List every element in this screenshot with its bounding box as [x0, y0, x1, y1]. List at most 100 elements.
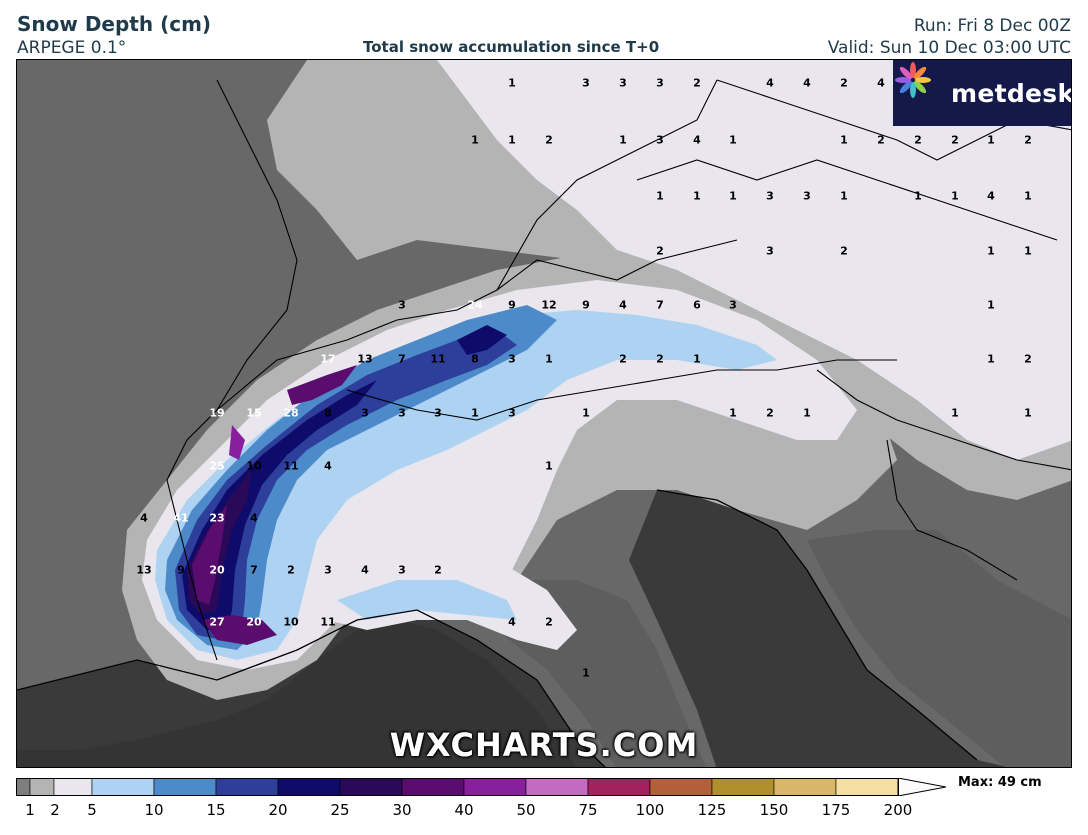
snow-value-label: 1: [987, 352, 995, 366]
snow-light-north: [437, 60, 1071, 460]
logo-petal: [914, 66, 927, 79]
snow-value-label: 1: [471, 133, 479, 147]
snow-value-label: 3: [508, 406, 516, 420]
snow-value-label: 25: [209, 459, 225, 473]
colorbar-segment: [53, 777, 93, 797]
watermark: WXCHARTS.COM: [389, 726, 699, 764]
colorbar-svg: [15, 777, 947, 797]
colorbar-segment: [773, 777, 837, 797]
snow-value-label: 6: [693, 298, 701, 312]
snow-value-label: 3: [766, 189, 774, 203]
snow-value-label: 4: [766, 76, 774, 90]
snow-value-label: 1: [656, 189, 664, 203]
adriatic-sea: [629, 490, 1009, 767]
snow-value-label: 3: [656, 76, 664, 90]
colorbar-segment: [835, 777, 899, 797]
snow-value-label: 1: [914, 189, 922, 203]
snow-value-label: 12: [541, 298, 557, 312]
snow-value-label: 1: [729, 133, 737, 147]
snow-value-label: 27: [209, 615, 225, 629]
snow-value-label: 4: [508, 615, 516, 629]
metdesk-logo: metdesk: [893, 60, 1071, 126]
logo-petal: [914, 81, 927, 94]
snow-30cm-a: [192, 505, 227, 605]
colorbar-segment: [153, 777, 217, 797]
snow-value-label: 3: [729, 298, 737, 312]
snow-value-label: 10: [283, 615, 299, 629]
snow-value-label: 2: [914, 133, 922, 147]
snow-value-label: 1: [987, 298, 995, 312]
snow-value-label: 1: [951, 406, 959, 420]
snow-40cm: [229, 425, 245, 460]
snow-value-label: 3: [398, 298, 406, 312]
snow-value-label: 8: [324, 406, 332, 420]
snow-value-label: 3: [619, 76, 627, 90]
coastline-ligurian: [17, 609, 606, 767]
colorbar-segment: [463, 777, 527, 797]
italy-land: [377, 580, 707, 767]
snow-value-label: 1: [545, 459, 553, 473]
border-swiss: [216, 239, 738, 411]
snow-value-label: 3: [434, 406, 442, 420]
snow-value-label: 1: [987, 133, 995, 147]
snow-value-label: 1: [840, 133, 848, 147]
snow-value-label: 4: [324, 459, 332, 473]
snow-value-label: 2: [877, 133, 885, 147]
snow-value-label: 4: [693, 133, 701, 147]
legend-tick-label: 1: [25, 801, 35, 819]
legend-tick-label: 15: [206, 801, 226, 819]
logo-petal: [915, 77, 931, 83]
snow-value-label: 19: [209, 406, 225, 420]
colorbar-segment: [649, 777, 713, 797]
border-austria: [636, 159, 1058, 241]
border-france: [166, 79, 298, 661]
legend-tick-label: 40: [454, 801, 474, 819]
snow-value-label: 4: [361, 563, 369, 577]
snow-value-label: 4: [619, 298, 627, 312]
snow-value-label: 4: [877, 76, 885, 90]
snow-value-label: 2: [840, 244, 848, 258]
snow-value-label: 7: [398, 352, 406, 366]
snow-value-label: 1: [582, 666, 590, 680]
snow-value-label: 1: [840, 189, 848, 203]
snow-value-label: 1: [729, 189, 737, 203]
coastline-adriatic: [656, 489, 978, 761]
snow-value-label: 1: [1024, 406, 1032, 420]
border-germany: [496, 79, 718, 291]
snow-value-label: 4: [987, 189, 995, 203]
snow-value-label: 15: [246, 406, 262, 420]
legend-tick-label: 125: [697, 801, 727, 819]
colorbar-segment: [525, 777, 589, 797]
snow-value-label: 2: [545, 615, 553, 629]
snow-value-label: 2: [287, 563, 295, 577]
snow-value-label: 2: [951, 133, 959, 147]
snow-value-label: 3: [398, 563, 406, 577]
snow-value-label: 1: [693, 189, 701, 203]
snow-value-label: 2: [1024, 352, 1032, 366]
snow-value-label: 2: [656, 352, 664, 366]
legend-tick-label: 200: [883, 801, 913, 819]
snow-depth-map[interactable]: 1 3 3 3 2 4 4 2 4 1 1 2 1 3 4 1 1 2 2 2 1 2 1 1 1 3 3 1 1 1 4 1 2 3 2 1 1 3 24…: [16, 59, 1072, 768]
colorbar-segment: [339, 777, 403, 797]
snow-value-label: 11: [430, 352, 446, 366]
logo-text: metdesk: [951, 78, 1072, 108]
snow-value-label: 1: [729, 406, 737, 420]
snow-value-label: 2: [766, 406, 774, 420]
snow-value-label: 13: [357, 352, 373, 366]
legend-tick-label: 175: [821, 801, 851, 819]
colorbar-segment: [29, 777, 55, 797]
snow-value-label: 4: [250, 511, 258, 525]
snow-value-label: 24: [467, 298, 483, 312]
colorbar-border: [16, 778, 899, 796]
snow-value-label: 1: [1024, 244, 1032, 258]
snow-value-label: 10: [246, 459, 262, 473]
snow-value-label: 1: [508, 133, 516, 147]
snow-value-label: 3: [324, 563, 332, 577]
snow-value-label: 3: [508, 352, 516, 366]
legend-tick-label: 100: [635, 801, 665, 819]
legend-tick-label: 25: [330, 801, 350, 819]
snow-value-label: 1: [803, 406, 811, 420]
legend-tick-label: 20: [268, 801, 288, 819]
snow-value-label: 3: [582, 76, 590, 90]
snow-value-label: 2: [619, 352, 627, 366]
